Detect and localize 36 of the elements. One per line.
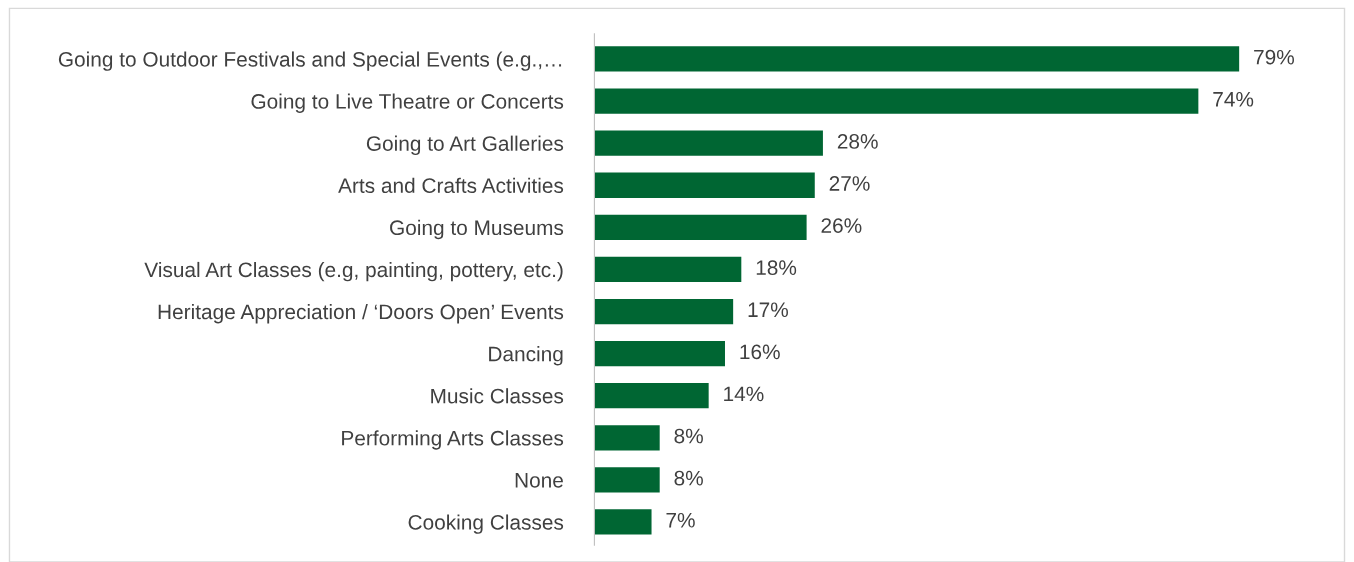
y-tick-label: Going to Live Theatre or Concerts: [251, 93, 564, 113]
y-tick-label: Arts and Crafts Activities: [338, 177, 564, 194]
bar: [594, 88, 1199, 114]
y-tick-label: Music Classes: [431, 388, 564, 404]
bar: [594, 46, 1240, 72]
data-label: 18%: [756, 260, 797, 276]
y-tick-label: Dancing: [489, 346, 563, 366]
bar: [594, 467, 660, 493]
bar: [594, 130, 823, 156]
y-tick-label: Cooking Classes: [408, 514, 564, 534]
bar: [594, 256, 742, 283]
y-tick-label: Visual Art Classes (e.g, painting, pottery, etc.): [144, 261, 563, 282]
data-label: 14%: [724, 386, 764, 402]
bar: [594, 509, 652, 535]
bar: [594, 298, 734, 325]
bar: [594, 340, 725, 367]
data-label: 28%: [837, 134, 878, 149]
data-label: 79%: [1254, 49, 1295, 65]
y-tick-label: None: [515, 473, 563, 488]
bar: [594, 425, 660, 451]
bar: [594, 383, 709, 409]
y-tick-label: Performing Arts Classes: [342, 430, 564, 450]
y-tick-label: Going to Outdoor Festivals and Special Events (e.g.,…: [58, 51, 562, 71]
bar: [594, 214, 807, 240]
data-label: 16%: [740, 344, 780, 360]
data-label: 7%: [666, 512, 695, 528]
data-label: 27%: [829, 176, 870, 191]
data-label: 8%: [674, 470, 703, 486]
y-tick-label: Heritage Appreciation / ‘Doors Open’ Events: [158, 303, 564, 324]
bar: [594, 172, 815, 198]
y-tick-label: Going to Museums: [390, 219, 564, 240]
data-label: 8%: [674, 428, 703, 444]
y-tick-label: Going to Art Galleries: [366, 135, 564, 156]
data-label: 74%: [1213, 92, 1254, 107]
data-label: 17%: [748, 302, 788, 318]
data-label: 26%: [821, 218, 862, 233]
